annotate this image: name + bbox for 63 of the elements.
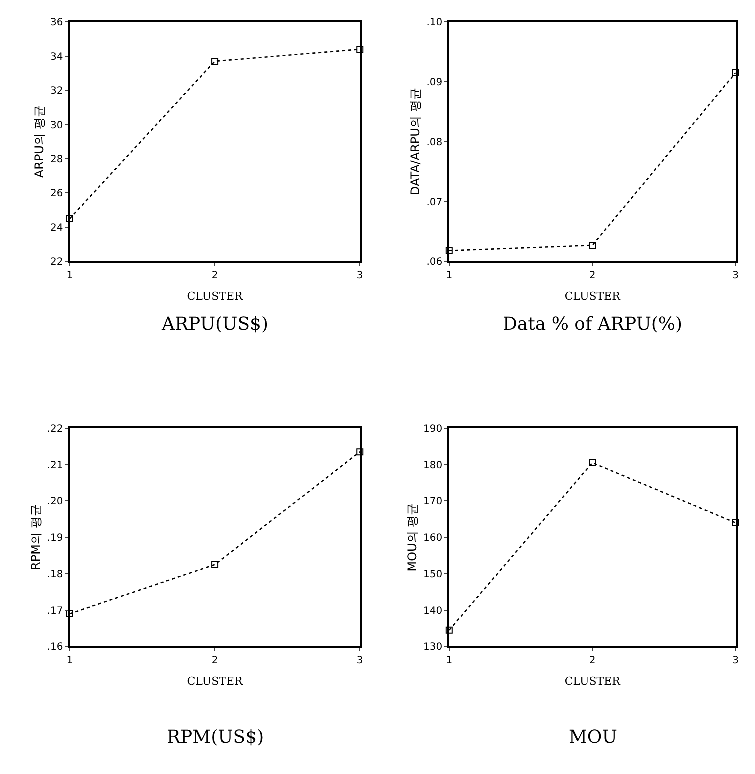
- y-tick-label: .19: [47, 533, 64, 544]
- y-tick-label: .09: [426, 78, 443, 89]
- y-tick-label: 190: [424, 424, 443, 435]
- y-tick-label: .20: [47, 496, 64, 508]
- x-axis-title: CLUSTER: [187, 675, 244, 688]
- y-tick-label: .10: [426, 18, 443, 29]
- y-tick-label: 36: [50, 18, 64, 29]
- y-tick-label: .06: [426, 257, 443, 268]
- x-tick-label: 2: [212, 655, 218, 666]
- y-tick-label: 160: [424, 533, 443, 544]
- x-tick-label: 1: [446, 655, 453, 666]
- point: [446, 247, 453, 254]
- x-tick-label: 1: [66, 655, 74, 666]
- y-tick-label: .22: [47, 424, 64, 435]
- y-tick-label: .07: [426, 197, 443, 208]
- y-tick-label: .08: [426, 137, 443, 148]
- y-tick-label: 34: [50, 52, 64, 63]
- y-tick-label: 30: [50, 120, 64, 132]
- text: MOU: [569, 727, 618, 748]
- y-axis-title: DATA/ARPU의 평균: [408, 88, 423, 196]
- y-tick-label: .16: [47, 642, 64, 654]
- text: Data % of ARPU(%): [503, 314, 683, 335]
- text: RPM(US$): [167, 727, 264, 748]
- y-tick-label: .21: [47, 460, 64, 472]
- x-axis-title: CLUSTER: [564, 290, 622, 304]
- y-tick-label: 140: [424, 606, 443, 617]
- point: [589, 459, 596, 466]
- y-tick-label: 130: [424, 642, 443, 654]
- y-tick-label: 26: [50, 188, 64, 200]
- y-axis-title: MOU의 평균: [405, 503, 420, 572]
- y-tick-label: 170: [424, 496, 443, 508]
- y-tick-label: .17: [47, 606, 64, 617]
- x-axis-title: CLUSTER: [564, 675, 622, 688]
- x-tick-label: 2: [212, 270, 218, 282]
- y-tick-label: 22: [50, 257, 64, 268]
- y-tick-label: 24: [50, 222, 64, 234]
- point: [66, 610, 74, 618]
- y-tick-label: 180: [424, 460, 443, 472]
- point: [732, 70, 740, 77]
- x-tick-label: 3: [356, 270, 364, 282]
- text: ARPU(US$): [161, 314, 269, 335]
- y-tick-label: 150: [424, 569, 443, 580]
- y-axis-title: ARPU의 평균: [32, 106, 46, 178]
- point: [589, 242, 596, 249]
- x-axis-title: CLUSTER: [187, 290, 244, 304]
- y-tick-label: .18: [47, 569, 64, 580]
- x-tick-label: 2: [589, 270, 596, 282]
- point: [212, 58, 219, 65]
- x-tick-label: 1: [446, 270, 453, 282]
- point: [732, 520, 740, 527]
- point: [212, 561, 219, 568]
- x-tick-label: 2: [589, 655, 596, 666]
- x-tick-label: 3: [732, 655, 740, 666]
- point: [356, 448, 364, 456]
- y-axis-title: RPM의 평균: [29, 504, 44, 570]
- x-tick-label: 1: [66, 270, 74, 282]
- point: [66, 215, 74, 222]
- x-tick-label: 3: [356, 655, 364, 666]
- point: [446, 626, 453, 634]
- x-tick-label: 3: [732, 270, 740, 282]
- point: [356, 46, 364, 53]
- y-tick-label: 32: [50, 86, 64, 98]
- y-tick-label: 28: [50, 154, 64, 166]
